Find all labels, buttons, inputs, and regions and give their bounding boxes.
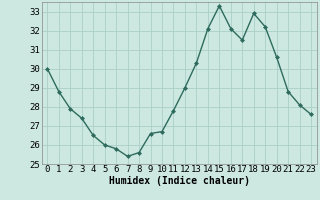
X-axis label: Humidex (Indice chaleur): Humidex (Indice chaleur) xyxy=(109,176,250,186)
